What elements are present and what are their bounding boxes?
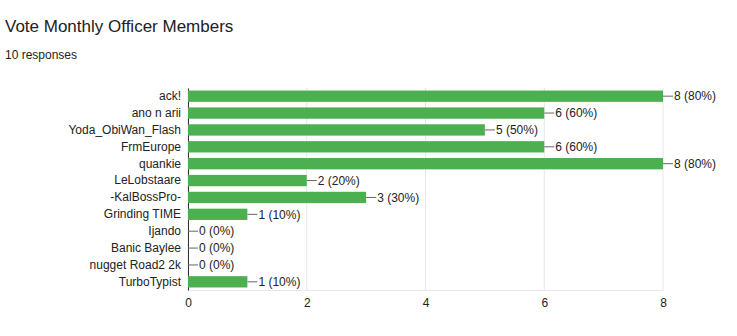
data-label: 6 (60%) (555, 106, 597, 120)
y-tick-label: -KalBossPro- (110, 190, 181, 204)
y-tick-label: LeLobstaare (114, 173, 181, 187)
x-tick: 6 (541, 290, 548, 310)
y-tick: Yoda_ObiWan_Flash (68, 123, 188, 137)
bar (188, 226, 189, 237)
label-leader (188, 248, 198, 249)
bar (188, 158, 663, 169)
data-label: 1 (10%) (258, 275, 300, 289)
label-leader (307, 180, 317, 181)
x-tick-label: 6 (541, 296, 548, 310)
y-tick: TurboTypist (119, 275, 188, 289)
label-leader (663, 96, 673, 97)
bar (188, 259, 189, 270)
bar (188, 107, 544, 118)
data-label: 0 (0%) (199, 241, 234, 255)
x-tick-label: 8 (660, 296, 667, 310)
bar (188, 124, 485, 135)
label-leader (485, 129, 495, 130)
y-tick-label: quankie (139, 157, 181, 171)
data-label: 1 (10%) (258, 208, 300, 222)
y-tick-label: Grinding TIME (104, 207, 181, 221)
y-tick: ano n arii (132, 106, 188, 120)
x-tick: 2 (304, 290, 311, 310)
y-tick: ack! (159, 89, 188, 103)
x-tick: 4 (423, 290, 430, 310)
y-tick: -KalBossPro- (110, 190, 188, 204)
y-tick-label: ack! (159, 89, 181, 103)
data-label: 8 (80%) (674, 157, 716, 171)
y-tick: Banic Baylee (111, 241, 188, 255)
x-axis-line (189, 290, 664, 291)
x-tick-label: 2 (304, 296, 311, 310)
bar (188, 192, 366, 203)
data-label: 5 (50%) (496, 123, 538, 137)
y-tick-label: TurboTypist (119, 275, 182, 289)
data-label: 8 (80%) (674, 89, 716, 103)
bar (188, 242, 189, 253)
data-label: 0 (0%) (199, 258, 234, 272)
y-tick-label: Yoda_ObiWan_Flash (68, 123, 181, 137)
label-leader (188, 264, 198, 265)
label-leader (188, 231, 198, 232)
y-tick: Ijando (148, 224, 188, 238)
y-tick: quankie (139, 157, 188, 171)
y-tick-label: Ijando (148, 224, 181, 238)
data-label: 2 (20%) (318, 174, 360, 188)
bar (188, 276, 247, 287)
bar (188, 175, 307, 186)
label-leader (544, 146, 554, 147)
plot: 0 2 4 6 8 ack! ano n arii Yoda_ObiWan_Flash FrmE… (68, 88, 716, 310)
x-tick: 8 (660, 290, 667, 310)
y-tick-label: FrmEurope (121, 140, 181, 154)
data-label: 6 (60%) (555, 140, 597, 154)
bar (188, 91, 663, 102)
bar (188, 141, 544, 152)
label-leader (663, 163, 673, 164)
bars-inner (188, 91, 663, 288)
label-leader (544, 113, 554, 114)
grid-line (663, 88, 664, 290)
label-leader (247, 281, 257, 282)
y-axis: ack! ano n arii Yoda_ObiWan_Flash FrmEurope… (68, 89, 188, 291)
x-tick-label: 4 (423, 296, 430, 310)
title: Vote Monthly Officer Members (5, 17, 233, 36)
y-tick-label: nugget Road2 2k (90, 258, 182, 272)
data-labels: 8 (80%) 6 (60%) 5 (50%) 6 (60%) 8 (80%) 2 (20… (188, 89, 716, 289)
grid (188, 88, 663, 290)
chart: Vote Monthly Officer Members 10 responses… (0, 0, 737, 336)
bars (188, 91, 663, 288)
data-label: 0 (0%) (199, 224, 234, 238)
x-axis: 0 2 4 6 8 (185, 290, 667, 310)
data-label: 3 (30%) (377, 191, 419, 205)
y-tick-label: Banic Baylee (111, 241, 181, 255)
y-axis-line (188, 89, 189, 291)
label-leader (366, 197, 376, 198)
x-tick: 0 (185, 290, 192, 310)
bar (188, 209, 247, 220)
y-tick: FrmEurope (121, 140, 188, 154)
y-tick-label: ano n arii (132, 106, 181, 120)
y-tick: LeLobstaare (114, 173, 188, 187)
subtitle: 10 responses (5, 48, 77, 62)
label-leader (247, 214, 257, 215)
y-tick: nugget Road2 2k (90, 258, 188, 272)
y-tick: Grinding TIME (104, 207, 188, 221)
x-tick-label: 0 (185, 296, 192, 310)
